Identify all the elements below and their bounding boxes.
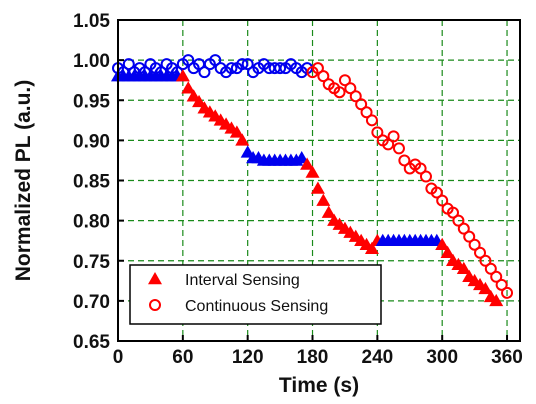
y-tick-label: 1.00 — [73, 51, 110, 72]
continuous-sensing-point — [198, 66, 211, 79]
interval-sensing-point — [456, 261, 471, 275]
y-tick-label: 1.05 — [73, 11, 110, 32]
x-tick-label: 60 — [172, 347, 193, 368]
interval-sensing-point — [300, 157, 315, 170]
continuous-sensing-point — [387, 130, 400, 143]
continuous-sensing-point — [392, 142, 405, 155]
legend-marker-continuous — [149, 299, 161, 311]
y-tick-label: 0.65 — [73, 332, 110, 353]
legend-marker-interval — [148, 272, 162, 285]
continuous-sensing-point — [360, 106, 373, 119]
legend-label-continuous: Continuous Sensing — [185, 298, 328, 315]
axis-ticks: 0 60 120 180 240 300 360 0.65 0.70 0.75 0.80 0.85 0.… — [73, 11, 523, 368]
x-tick-label: 240 — [362, 347, 394, 368]
continuous-sensing-point — [236, 58, 249, 71]
legend: Interval Sensing Continuous Sensing — [129, 264, 382, 325]
x-tick-label: 0 — [113, 347, 124, 368]
y-tick-label: 0.75 — [73, 252, 110, 273]
continuous-sensing-point — [457, 222, 470, 235]
interval-sensing-point — [440, 245, 455, 258]
continuous-sensing-point — [382, 138, 395, 151]
interval-sensing-point — [181, 81, 196, 94]
interval-sensing-point — [229, 125, 244, 138]
continuous-sensing-point — [241, 58, 254, 71]
continuous-sensing-point — [474, 246, 487, 259]
y-tick-label: 0.80 — [73, 212, 110, 233]
continuous-sensing-point — [495, 278, 508, 291]
continuous-sensing-point — [182, 54, 195, 67]
continuous-sensing-point — [436, 194, 449, 207]
continuous-sensing-point — [479, 254, 492, 267]
interval-sensing-point — [175, 69, 190, 82]
continuous-sensing-point — [365, 114, 378, 127]
legend-box — [129, 264, 382, 325]
interval-sensing-point — [364, 241, 379, 254]
continuous-sensing-point — [430, 186, 443, 199]
interval-sensing-point — [310, 181, 325, 194]
x-tick-label: 360 — [491, 347, 523, 368]
interval-sensing-point — [192, 94, 207, 108]
continuous-sensing-point — [355, 98, 368, 111]
continuous-sensing-point — [419, 170, 432, 183]
x-axis-title: Time (s) — [279, 374, 359, 397]
y-tick-label: 0.70 — [73, 292, 110, 313]
continuous-sensing-point — [501, 286, 514, 299]
continuous-sensing-point — [338, 74, 351, 87]
continuous-sensing-point — [463, 230, 476, 243]
interval-sensing-point — [321, 205, 336, 218]
continuous-sensing-point — [333, 86, 346, 99]
continuous-sensing-point — [447, 206, 459, 219]
interval-sensing-point — [294, 151, 309, 164]
legend-label-interval: Interval Sensing — [185, 272, 300, 289]
x-tick-label: 180 — [297, 347, 329, 368]
continuous-sensing-point — [122, 58, 135, 71]
continuous-sensing-point — [344, 82, 357, 95]
continuous-sensing-point — [398, 154, 411, 167]
continuous-sensing-point — [490, 270, 503, 283]
x-tick-label: 300 — [426, 347, 458, 368]
x-tick-label: 120 — [232, 347, 264, 368]
continuous-sensing-point — [225, 62, 238, 75]
continuous-sensing-point — [274, 62, 287, 75]
y-tick-label: 0.90 — [73, 131, 110, 152]
continuous-sensing-point — [311, 62, 324, 75]
interval-sensing-point — [235, 133, 250, 146]
y-axis-title: Normalized PL (a.u.) — [12, 80, 35, 281]
continuous-sensing-point — [452, 214, 465, 227]
interval-sensing-point — [316, 193, 331, 206]
continuous-sensing-point — [349, 90, 362, 103]
continuous-sensing-point — [317, 70, 330, 83]
continuous-sensing-point — [414, 162, 427, 175]
data-points — [111, 54, 514, 307]
continuous-sensing-point — [371, 126, 384, 139]
continuous-sensing-point — [209, 54, 222, 67]
interval-sensing-point — [435, 237, 450, 250]
y-tick-label: 0.95 — [73, 91, 110, 112]
interval-sensing-point — [489, 293, 504, 307]
continuous-sensing-point — [468, 238, 481, 251]
interval-sensing-point — [305, 165, 320, 178]
continuous-sensing-point — [484, 262, 497, 275]
interval-sensing-point — [478, 281, 493, 295]
y-tick-label: 0.85 — [73, 172, 110, 193]
